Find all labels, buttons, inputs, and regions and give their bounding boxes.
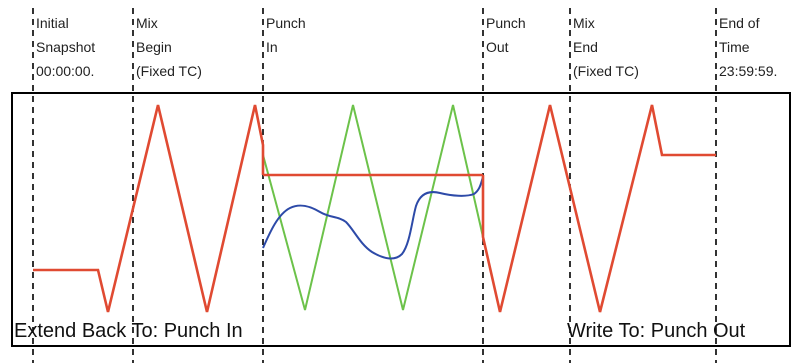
- marker-label-line: Out: [486, 39, 509, 55]
- marker-label-line: Snapshot: [36, 39, 95, 55]
- marker-label-mix-begin: Mix Begin (Fixed TC): [136, 15, 202, 79]
- marker-label-line: Time: [719, 39, 750, 55]
- marker-label-initial-snapshot: Initial Snapshot 00:00:00.: [36, 15, 95, 79]
- marker-label-line: Punch: [486, 15, 526, 31]
- marker-label-line: End: [573, 39, 598, 55]
- marker-label-line: 23:59:59.: [719, 63, 777, 79]
- new-automation-pass-curve: [262, 176, 484, 260]
- marker-label-punch-out: Punch Out: [486, 15, 526, 55]
- marker-label-line: In: [266, 39, 278, 55]
- marker-label-end-of-time: End of Time 23:59:59.: [719, 15, 777, 79]
- marker-label-line: Punch: [266, 15, 306, 31]
- written-automation-curve-after-punch: [481, 104, 716, 313]
- original-automation-pass-curve: [262, 104, 484, 311]
- marker-label-line: 00:00:00.: [36, 63, 94, 79]
- write-to-caption: Write To: Punch Out: [567, 320, 746, 342]
- marker-label-line: (Fixed TC): [573, 63, 639, 79]
- marker-label-line: (Fixed TC): [136, 63, 202, 79]
- marker-label-line: End of: [719, 15, 760, 31]
- marker-label-line: Begin: [136, 39, 172, 55]
- marker-label-line: Initial: [36, 15, 69, 31]
- marker-label-line: Mix: [573, 15, 595, 31]
- marker-label-mix-end: Mix End (Fixed TC): [573, 15, 639, 79]
- marker-label-punch-in: Punch In: [266, 15, 306, 55]
- timeline-frame: [11, 92, 791, 347]
- marker-label-line: Mix: [136, 15, 158, 31]
- extend-back-caption: Extend Back To: Punch In: [14, 320, 243, 342]
- marker-lines: [32, 8, 717, 363]
- written-automation-curve: [33, 104, 265, 313]
